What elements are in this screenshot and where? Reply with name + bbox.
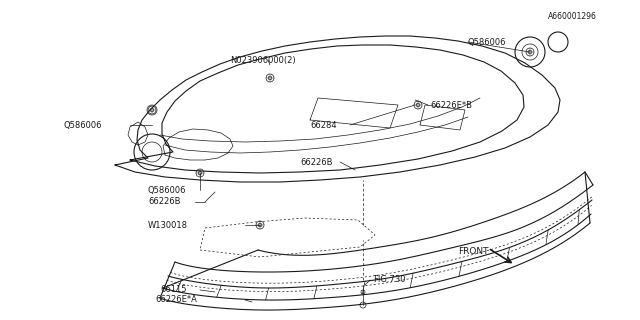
Text: Q586006: Q586006 xyxy=(64,121,102,130)
Text: W130018: W130018 xyxy=(148,220,188,229)
Text: N023906000(2): N023906000(2) xyxy=(230,55,296,65)
Text: 66284: 66284 xyxy=(310,121,337,130)
Text: Q586006: Q586006 xyxy=(468,37,506,46)
Text: A660001296: A660001296 xyxy=(548,12,597,21)
Text: 66226E*B: 66226E*B xyxy=(430,100,472,109)
Text: 66226B: 66226B xyxy=(148,197,180,206)
Text: 66226B: 66226B xyxy=(300,157,333,166)
Text: FRONT: FRONT xyxy=(458,247,488,257)
Text: 66115: 66115 xyxy=(160,285,186,294)
Text: Q586006: Q586006 xyxy=(148,186,186,195)
Text: 66226E*A: 66226E*A xyxy=(155,295,197,305)
Text: FIG.730: FIG.730 xyxy=(373,276,406,284)
